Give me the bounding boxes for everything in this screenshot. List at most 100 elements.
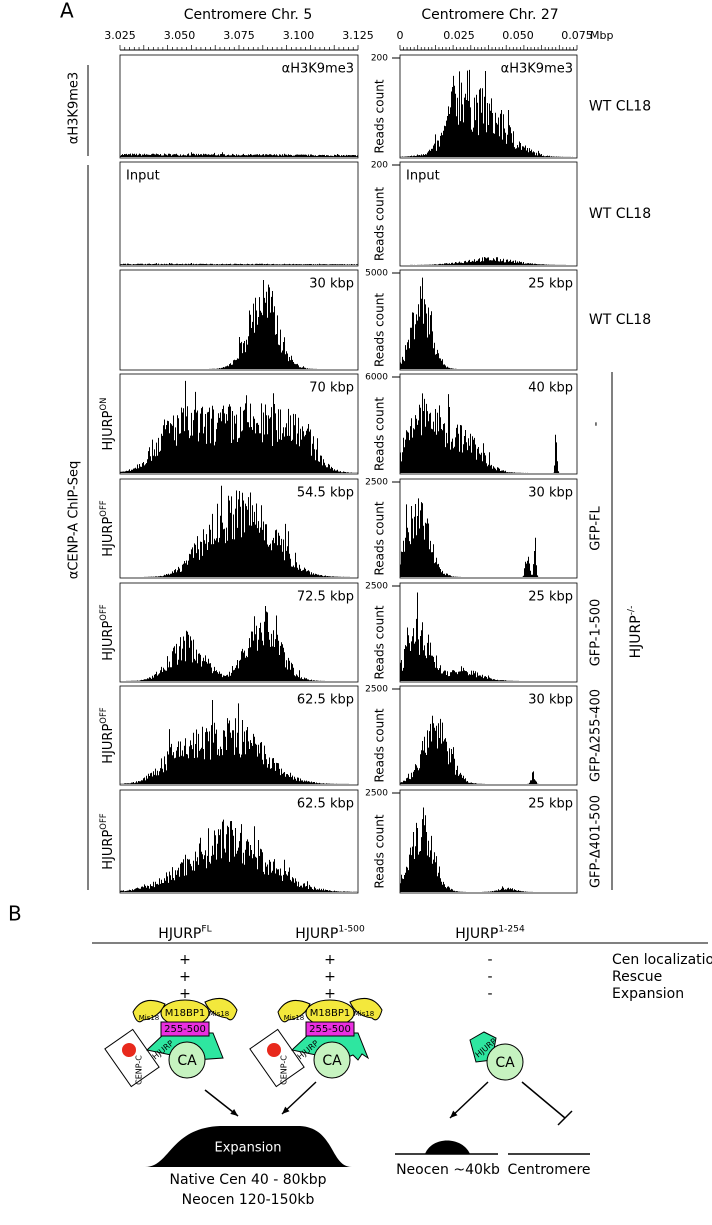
mis18: [204, 997, 238, 1021]
inhibit-bar: [557, 1110, 573, 1126]
read-profile: [120, 700, 358, 784]
row-label: Rescue: [612, 969, 662, 985]
caption: Native Cen 40 - 80kbp: [170, 1172, 327, 1188]
y-max-label: 2500: [365, 685, 388, 695]
panel-label: B: [8, 902, 22, 926]
column-header: HJURP1-500: [295, 924, 365, 942]
mis18: [132, 999, 166, 1023]
cartoon-text: CA: [177, 1053, 197, 1069]
mis18: [349, 997, 383, 1021]
condition-label: WT CL18: [589, 312, 651, 328]
caption: Neocen 120-150kb: [182, 1192, 315, 1208]
condition-label: GFP-1-500: [589, 599, 604, 667]
column-header-base: HJURP: [158, 926, 201, 942]
y-axis-label: Reads count: [373, 187, 387, 261]
cenpc-box: [249, 1028, 305, 1088]
read-profile: [400, 393, 577, 473]
condition-label: GFP-FL: [589, 505, 604, 550]
group-label: αH3K9me3: [67, 72, 82, 144]
domain-255-500: [305, 1021, 355, 1037]
panel-note: 72.5 kbp: [297, 590, 354, 605]
cartoon-text: M18BP1: [310, 1008, 351, 1019]
y-max-label: 200: [371, 54, 388, 64]
panel-note: 62.5 kbp: [297, 797, 354, 812]
caption: Neocen ~40kb: [396, 1162, 500, 1178]
genotype-label-base: HJURP: [101, 621, 116, 661]
track-frame: [399, 161, 578, 267]
column-title: Centromere Chr. 27: [421, 7, 558, 23]
arrow-head: [230, 1108, 238, 1116]
axis-tick-label: 3.050: [164, 29, 196, 42]
arrow-head: [282, 1106, 290, 1114]
track-frame: [119, 478, 359, 579]
row-mark: -: [487, 986, 492, 1002]
panel-label: A: [60, 0, 74, 23]
panel-note: 25 kbp: [528, 797, 573, 812]
cenpc-box: [104, 1028, 160, 1088]
arrow: [281, 1081, 317, 1115]
y-max-label: 2500: [365, 478, 388, 488]
row-mark: +: [324, 969, 336, 985]
y-axis-label: Reads count: [373, 708, 387, 782]
cenpc-dot: [267, 1043, 281, 1057]
column-header-sup: FL: [201, 924, 212, 934]
y-axis-label: Reads count: [373, 605, 387, 679]
domain-255-500: [160, 1021, 210, 1037]
panel-note: 54.5 kbp: [297, 486, 354, 501]
condition-label: WT CL18: [589, 99, 651, 115]
read-profile: [120, 263, 358, 265]
track-frame: [119, 161, 359, 267]
arrow-head: [450, 1110, 458, 1118]
row-mark: +: [179, 986, 191, 1002]
column-header: HJURPFL: [158, 924, 212, 942]
genotype-label: HJURPOFF: [97, 604, 115, 660]
y-max-label: 200: [371, 161, 388, 171]
genotype-label-sup: OFF: [97, 707, 107, 723]
column-header-base: HJURP: [455, 926, 498, 942]
panel-note: 30 kbp: [528, 693, 573, 708]
cartoon-text: 255-500: [309, 1024, 351, 1035]
panel-note: 25 kbp: [528, 590, 573, 605]
axis-tick-label: 0: [397, 29, 404, 42]
read-profile: [400, 592, 577, 681]
track-frame: [119, 789, 359, 894]
row-mark: -: [487, 969, 492, 985]
track-frame: [119, 582, 359, 683]
y-axis-label: Reads count: [373, 814, 387, 888]
condition-label: WT CL18: [589, 206, 651, 222]
y-axis-label: Reads count: [373, 79, 387, 153]
panel-note: 30 kbp: [528, 486, 573, 501]
y-max-label: 6000: [365, 373, 388, 383]
track-frame: [399, 54, 578, 159]
cartoon-text: Mis18: [139, 1014, 160, 1022]
cartoon-text: CENP-C: [135, 1055, 144, 1085]
row-mark: +: [324, 952, 336, 968]
row-mark: +: [324, 986, 336, 1002]
column-title: Centromere Chr. 5: [184, 7, 312, 23]
hump-label: Expansion: [215, 1141, 282, 1156]
genotype-group-sup: -/-: [626, 606, 636, 616]
track-frame: [119, 685, 359, 786]
cartoon-text: M18BP1: [165, 1008, 206, 1019]
axis-tick-label: 0.025: [443, 29, 475, 42]
condition-label: GFP-Δ255-400: [589, 689, 604, 782]
ca: [168, 1041, 206, 1079]
read-profile: [120, 280, 358, 369]
column-header-sup: 1-500: [338, 924, 365, 934]
panel-note: αH3K9me3: [282, 62, 354, 77]
track-frame: [399, 685, 578, 786]
y-max-label: 2500: [365, 789, 388, 799]
cartoon-text: 255-500: [164, 1024, 206, 1035]
track-frame: [399, 478, 578, 579]
genotype-label-base: HJURP: [101, 724, 116, 764]
ca: [486, 1043, 524, 1081]
panel-note: αH3K9me3: [501, 62, 573, 77]
y-axis-label: Reads count: [373, 397, 387, 471]
track-frame: [399, 269, 578, 371]
y-axis-label: Reads count: [373, 293, 387, 367]
group-label: αCENP-A ChIP-Seq: [67, 461, 82, 579]
axis-tick-label: 3.100: [283, 29, 315, 42]
track-frame: [119, 54, 359, 159]
genotype-label-sup: OFF: [97, 500, 107, 516]
